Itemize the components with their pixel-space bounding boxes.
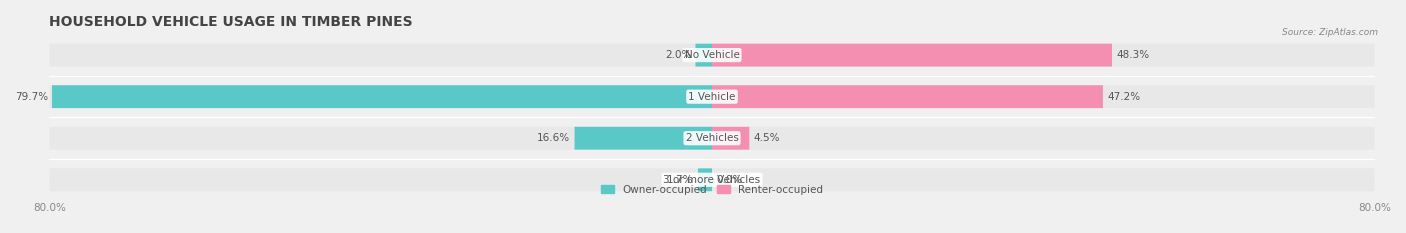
Legend: Owner-occupied, Renter-occupied: Owner-occupied, Renter-occupied [598,180,827,199]
Text: 1 Vehicle: 1 Vehicle [689,92,735,102]
Text: 0.0%: 0.0% [716,175,742,185]
FancyBboxPatch shape [575,127,711,150]
Text: 48.3%: 48.3% [1116,50,1149,60]
Text: 16.6%: 16.6% [537,133,571,143]
Text: 3 or more Vehicles: 3 or more Vehicles [664,175,761,185]
FancyBboxPatch shape [49,127,1375,150]
Text: 1.7%: 1.7% [668,175,693,185]
FancyBboxPatch shape [49,168,1375,191]
Text: 79.7%: 79.7% [14,92,48,102]
FancyBboxPatch shape [696,44,711,67]
FancyBboxPatch shape [711,85,1102,108]
FancyBboxPatch shape [697,168,711,191]
Text: Source: ZipAtlas.com: Source: ZipAtlas.com [1282,28,1378,37]
FancyBboxPatch shape [711,127,749,150]
Text: 4.5%: 4.5% [754,133,780,143]
Text: 47.2%: 47.2% [1107,92,1140,102]
FancyBboxPatch shape [711,44,1112,67]
Text: 2.0%: 2.0% [665,50,692,60]
FancyBboxPatch shape [49,85,1375,108]
Text: No Vehicle: No Vehicle [685,50,740,60]
FancyBboxPatch shape [52,85,711,108]
Text: HOUSEHOLD VEHICLE USAGE IN TIMBER PINES: HOUSEHOLD VEHICLE USAGE IN TIMBER PINES [49,15,413,29]
Text: 2 Vehicles: 2 Vehicles [686,133,738,143]
FancyBboxPatch shape [49,44,1375,67]
